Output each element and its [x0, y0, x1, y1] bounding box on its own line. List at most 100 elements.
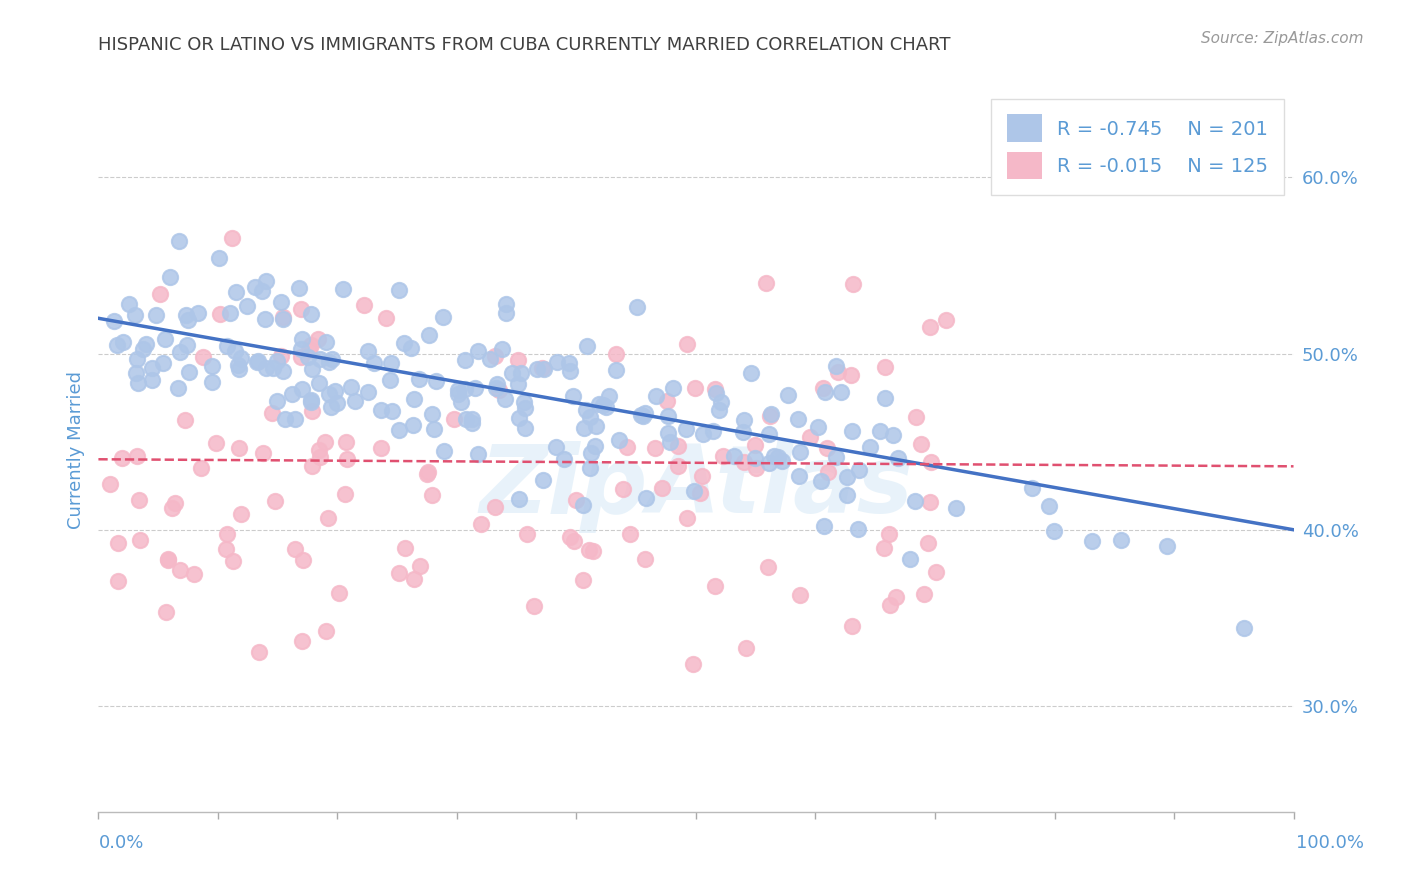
Point [484, 500, 506, 515]
Point [388, 283, 411, 297]
Point [488, 383, 510, 397]
Point [817, 465, 839, 479]
Point [299, 392, 322, 407]
Point [370, 442, 392, 456]
Point [252, 446, 274, 460]
Point [644, 389, 666, 403]
Point [315, 335, 337, 350]
Point [318, 387, 340, 401]
Point [370, 402, 392, 417]
Point [394, 336, 416, 351]
Point [236, 299, 259, 313]
Point [703, 579, 725, 593]
Point [418, 328, 440, 343]
Point [508, 411, 530, 425]
Point [578, 543, 600, 558]
Point [381, 404, 404, 418]
Point [149, 286, 172, 301]
Point [103, 314, 125, 328]
Point [270, 294, 292, 309]
Point [875, 391, 897, 405]
Point [299, 337, 322, 351]
Point [323, 384, 346, 398]
Point [807, 420, 830, 434]
Point [564, 492, 586, 507]
Point [225, 285, 247, 299]
Point [290, 302, 312, 317]
Point [486, 377, 509, 392]
Point [222, 554, 245, 568]
Point [125, 351, 148, 366]
Point [266, 393, 288, 408]
Point [733, 413, 755, 427]
Point [388, 566, 411, 581]
Point [557, 356, 579, 370]
Point [841, 618, 863, 632]
Point [291, 553, 314, 567]
Point [508, 376, 530, 391]
Point [787, 412, 810, 426]
Point [335, 487, 357, 501]
Point [271, 364, 294, 378]
Point [758, 559, 780, 574]
Point [523, 599, 546, 614]
Point [920, 455, 942, 469]
Point [683, 484, 706, 499]
Point [460, 417, 482, 431]
Point [515, 401, 537, 415]
Point [297, 350, 319, 364]
Point [107, 574, 129, 588]
Point [495, 306, 517, 320]
Point [353, 298, 375, 312]
Point [657, 394, 679, 409]
Point [682, 657, 704, 671]
Point [759, 407, 782, 421]
Point [619, 527, 641, 541]
Point [105, 338, 128, 352]
Point [904, 409, 927, 424]
Point [579, 410, 602, 425]
Point [129, 533, 152, 547]
Point [470, 517, 492, 532]
Point [789, 588, 811, 602]
Point [447, 386, 470, 401]
Point [380, 356, 402, 370]
Point [169, 563, 191, 577]
Point [357, 344, 380, 359]
Point [841, 277, 863, 291]
Point [155, 332, 177, 346]
Point [501, 366, 523, 380]
Point [702, 425, 724, 439]
Point [125, 366, 148, 380]
Point [508, 491, 530, 506]
Point [204, 436, 226, 450]
Point [112, 335, 135, 350]
Point [215, 541, 238, 556]
Point [827, 365, 849, 379]
Point [576, 338, 599, 352]
Text: ZipAtlas: ZipAtlas [479, 441, 912, 533]
Point [404, 572, 426, 586]
Point [920, 494, 942, 508]
Point [626, 301, 648, 315]
Point [755, 276, 778, 290]
Point [156, 551, 179, 566]
Point [446, 384, 468, 398]
Point [945, 500, 967, 515]
Point [526, 362, 548, 376]
Point [228, 441, 250, 455]
Point [264, 494, 287, 508]
Point [325, 395, 347, 409]
Point [495, 297, 517, 311]
Point [443, 412, 465, 426]
Point [546, 354, 568, 368]
Point [399, 341, 422, 355]
Point [1233, 621, 1256, 635]
Point [132, 343, 155, 357]
Text: Source: ZipAtlas.com: Source: ZipAtlas.com [1201, 31, 1364, 46]
Point [118, 297, 141, 311]
Point [1038, 500, 1060, 514]
Point [562, 533, 585, 548]
Point [898, 551, 921, 566]
Point [711, 449, 734, 463]
